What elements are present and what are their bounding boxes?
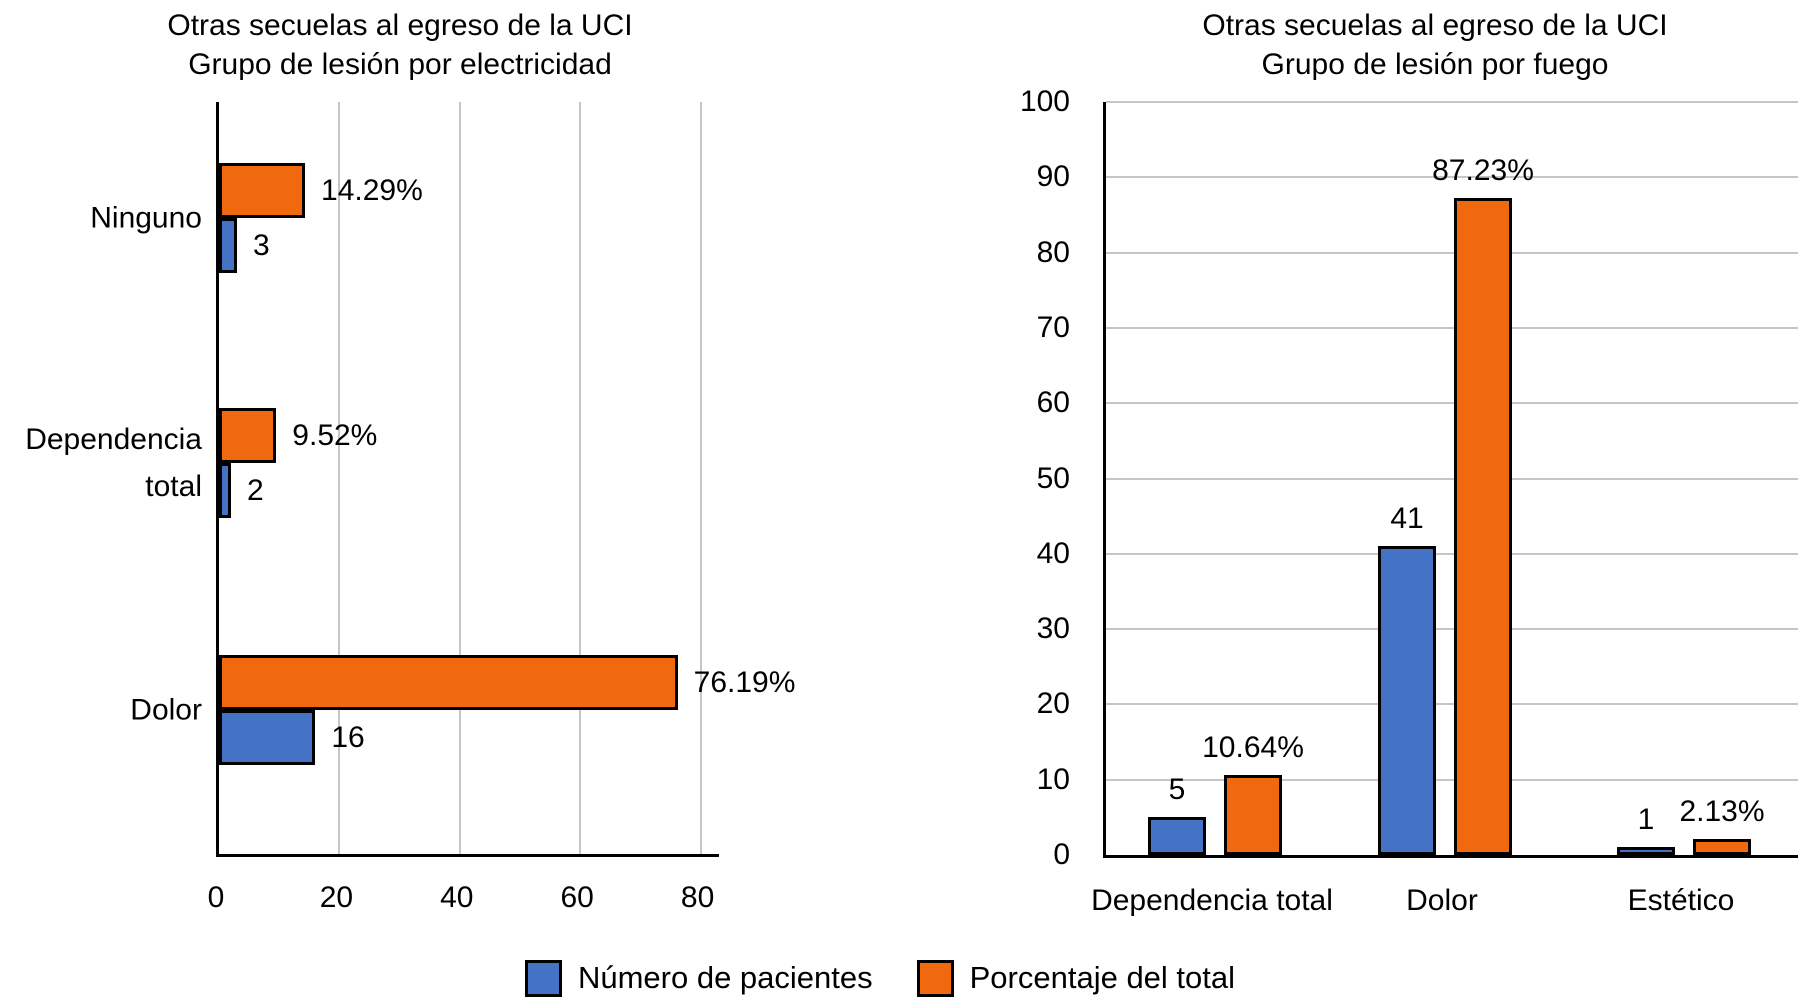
y-axis-tick-label: 50 — [1036, 461, 1070, 495]
legend-label: Porcentaje del total — [969, 960, 1236, 995]
y-axis-tick-label: 40 — [1036, 536, 1070, 570]
y-axis-tick-label: 100 — [1019, 85, 1070, 118]
plot-area-fuego: 5 10.64% 41 87.23% 1 2.13% — [1103, 101, 1798, 858]
bar-value-label: 2.13% — [1679, 794, 1765, 828]
bar-value-label: 87.23% — [1432, 154, 1534, 188]
bar-value-label: 1 — [1637, 803, 1655, 837]
chart-title-line1: Otras secuelas al egreso de la UCI — [167, 9, 633, 42]
gridline-60 — [579, 102, 582, 854]
y-axis-tick-label: 0 — [1053, 838, 1070, 871]
x-axis-tick-label: 40 — [440, 881, 474, 914]
gridline-20 — [338, 102, 341, 854]
y-axis-tick-label: 60 — [1036, 386, 1070, 420]
gridline-10 — [1106, 778, 1798, 781]
x-axis-tick-label: 0 — [207, 881, 225, 914]
bar-patients-2 — [219, 710, 316, 765]
bar-value-label: 3 — [253, 229, 270, 262]
bar-value-label: 76.19% — [693, 666, 796, 699]
category-label: Ninguno — [90, 201, 202, 235]
bar-value-label: 5 — [1168, 773, 1186, 807]
bar-percent-2 — [1693, 838, 1751, 855]
bar-value-label: 41 — [1390, 502, 1424, 536]
legend-label: Número de pacientes — [577, 960, 873, 995]
bar-patients-0 — [219, 218, 238, 273]
bar-percent-0 — [1224, 774, 1282, 855]
y-axis-tick-label: 10 — [1036, 762, 1070, 796]
gridline-50 — [1106, 477, 1798, 480]
chart-electricidad-title: Otras secuelas al egreso de la UCI Grupo… — [80, 6, 720, 84]
x-axis-tick-label: 80 — [680, 881, 715, 914]
bar-patients-0 — [1148, 817, 1206, 855]
gridline-70 — [1106, 326, 1798, 329]
y-axis-tick-label: 80 — [1036, 235, 1070, 269]
chart-title-line2: Grupo de lesión por fuego — [1261, 48, 1609, 81]
chart-title-line2: Grupo de lesión por electricidad — [188, 48, 612, 81]
chart-title-line1: Otras secuelas al egreso de la UCI — [1202, 9, 1668, 42]
bar-value-label: 2 — [247, 474, 264, 507]
x-axis-tick-label: 20 — [319, 881, 354, 914]
y-axis-tick-label: 30 — [1036, 612, 1070, 646]
bar-value-label: 14.29% — [321, 174, 423, 207]
x-axis-tick-label: 60 — [560, 881, 594, 914]
bar-percent-1 — [1454, 198, 1512, 855]
bar-percent-0 — [219, 163, 306, 218]
category-label: Dolor — [130, 693, 202, 727]
legend-item-pacientes: Número de pacientes — [524, 959, 873, 997]
gridline-40 — [458, 102, 461, 854]
gridline-60 — [1106, 402, 1798, 405]
gridline-40 — [1106, 552, 1798, 555]
category-label: Dolor — [1406, 884, 1478, 917]
y-axis-tick-label: 20 — [1036, 687, 1070, 721]
legend: Número de pacientes Porcentaje del total — [450, 952, 1310, 1004]
legend-swatch-blue — [524, 959, 562, 997]
chart-fuego-title: Otras secuelas al egreso de la UCI Grupo… — [1090, 6, 1780, 84]
plot-area-electricidad: 14.29% 3 9.52% 2 76.19% 16 — [216, 102, 795, 857]
legend-item-porcentaje: Porcentaje del total — [916, 959, 1236, 997]
gridline-30 — [1106, 628, 1798, 631]
gridline-80 — [699, 102, 702, 854]
category-label: Estético — [1627, 884, 1735, 917]
bar-value-label: 9.52% — [292, 419, 378, 452]
category-label: Dependencia total — [1091, 884, 1333, 917]
bar-value-label: 10.64% — [1202, 730, 1304, 764]
gridline-20 — [1106, 703, 1798, 706]
y-axis-tick-label: 90 — [1036, 160, 1070, 194]
gridline-100 — [1106, 101, 1798, 103]
y-axis-tick-label: 70 — [1036, 310, 1070, 344]
bar-value-label: 16 — [331, 721, 365, 754]
legend-swatch-orange — [916, 959, 954, 997]
bar-patients-2 — [1617, 847, 1675, 855]
bar-percent-1 — [219, 408, 277, 463]
bar-patients-1 — [1378, 546, 1436, 855]
bar-percent-2 — [219, 655, 678, 710]
gridline-90 — [1106, 176, 1798, 179]
category-label: Dependencia total — [25, 423, 202, 503]
bar-patients-1 — [219, 463, 232, 518]
gridline-80 — [1106, 251, 1798, 254]
